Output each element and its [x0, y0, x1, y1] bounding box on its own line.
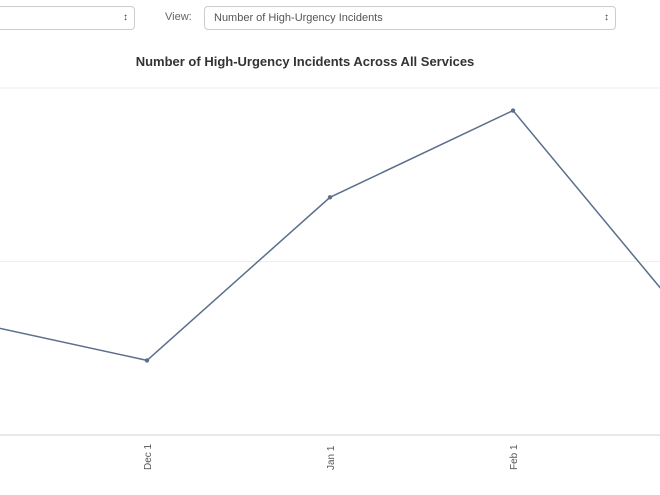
point	[510, 108, 516, 113]
point	[327, 195, 333, 200]
filter-select[interactable]	[0, 6, 135, 30]
x-tick-label: Feb 1	[509, 444, 520, 470]
chart-title: Number of High-Urgency Incidents Across …	[136, 54, 475, 69]
series-line	[0, 109, 660, 362]
view-select[interactable]: Number of High-Urgency Incidents	[204, 6, 616, 30]
x-tick-label: Jan 1	[326, 445, 337, 470]
x-tick-label: Dec 1	[143, 443, 154, 470]
view-label: View:	[165, 11, 192, 23]
point	[144, 358, 150, 363]
